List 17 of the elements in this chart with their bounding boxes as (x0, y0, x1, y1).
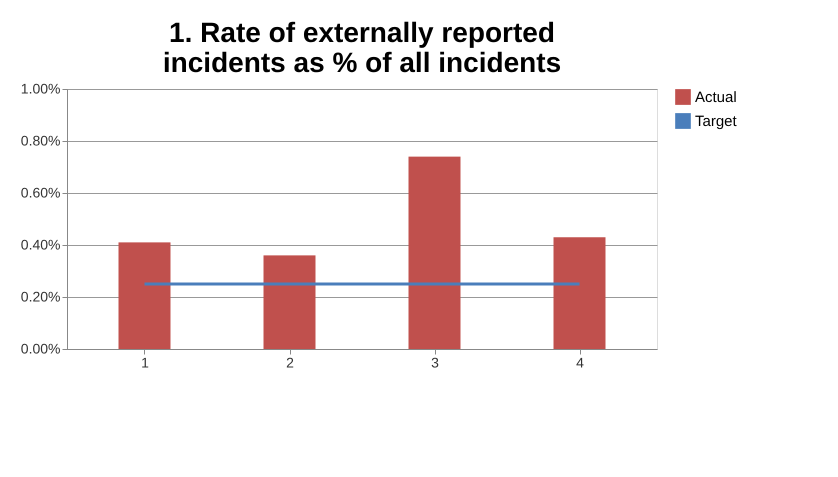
chart-title: 1. Rate of externally reported incidents as % of all incidents (162, 17, 562, 78)
y-tick-label: 0.00% (20, 340, 60, 356)
y-tick-label: 0.60% (20, 184, 60, 200)
y-tick-label: 0.40% (20, 236, 60, 252)
bar (408, 156, 460, 349)
x-tick-label: 3 (431, 354, 440, 370)
legend-label: Target (695, 113, 738, 130)
x-tick-label: 1 (141, 354, 150, 370)
legend-label: Actual (695, 89, 737, 106)
bar (118, 242, 170, 349)
bar (264, 255, 316, 349)
y-tick-label: 0.80% (20, 132, 60, 148)
y-tick-label: 0.20% (20, 288, 60, 304)
x-tick-label: 2 (286, 354, 294, 370)
x-tick-label: 4 (576, 354, 584, 370)
bar (554, 237, 606, 349)
y-tick-label: 1.00% (20, 80, 60, 96)
